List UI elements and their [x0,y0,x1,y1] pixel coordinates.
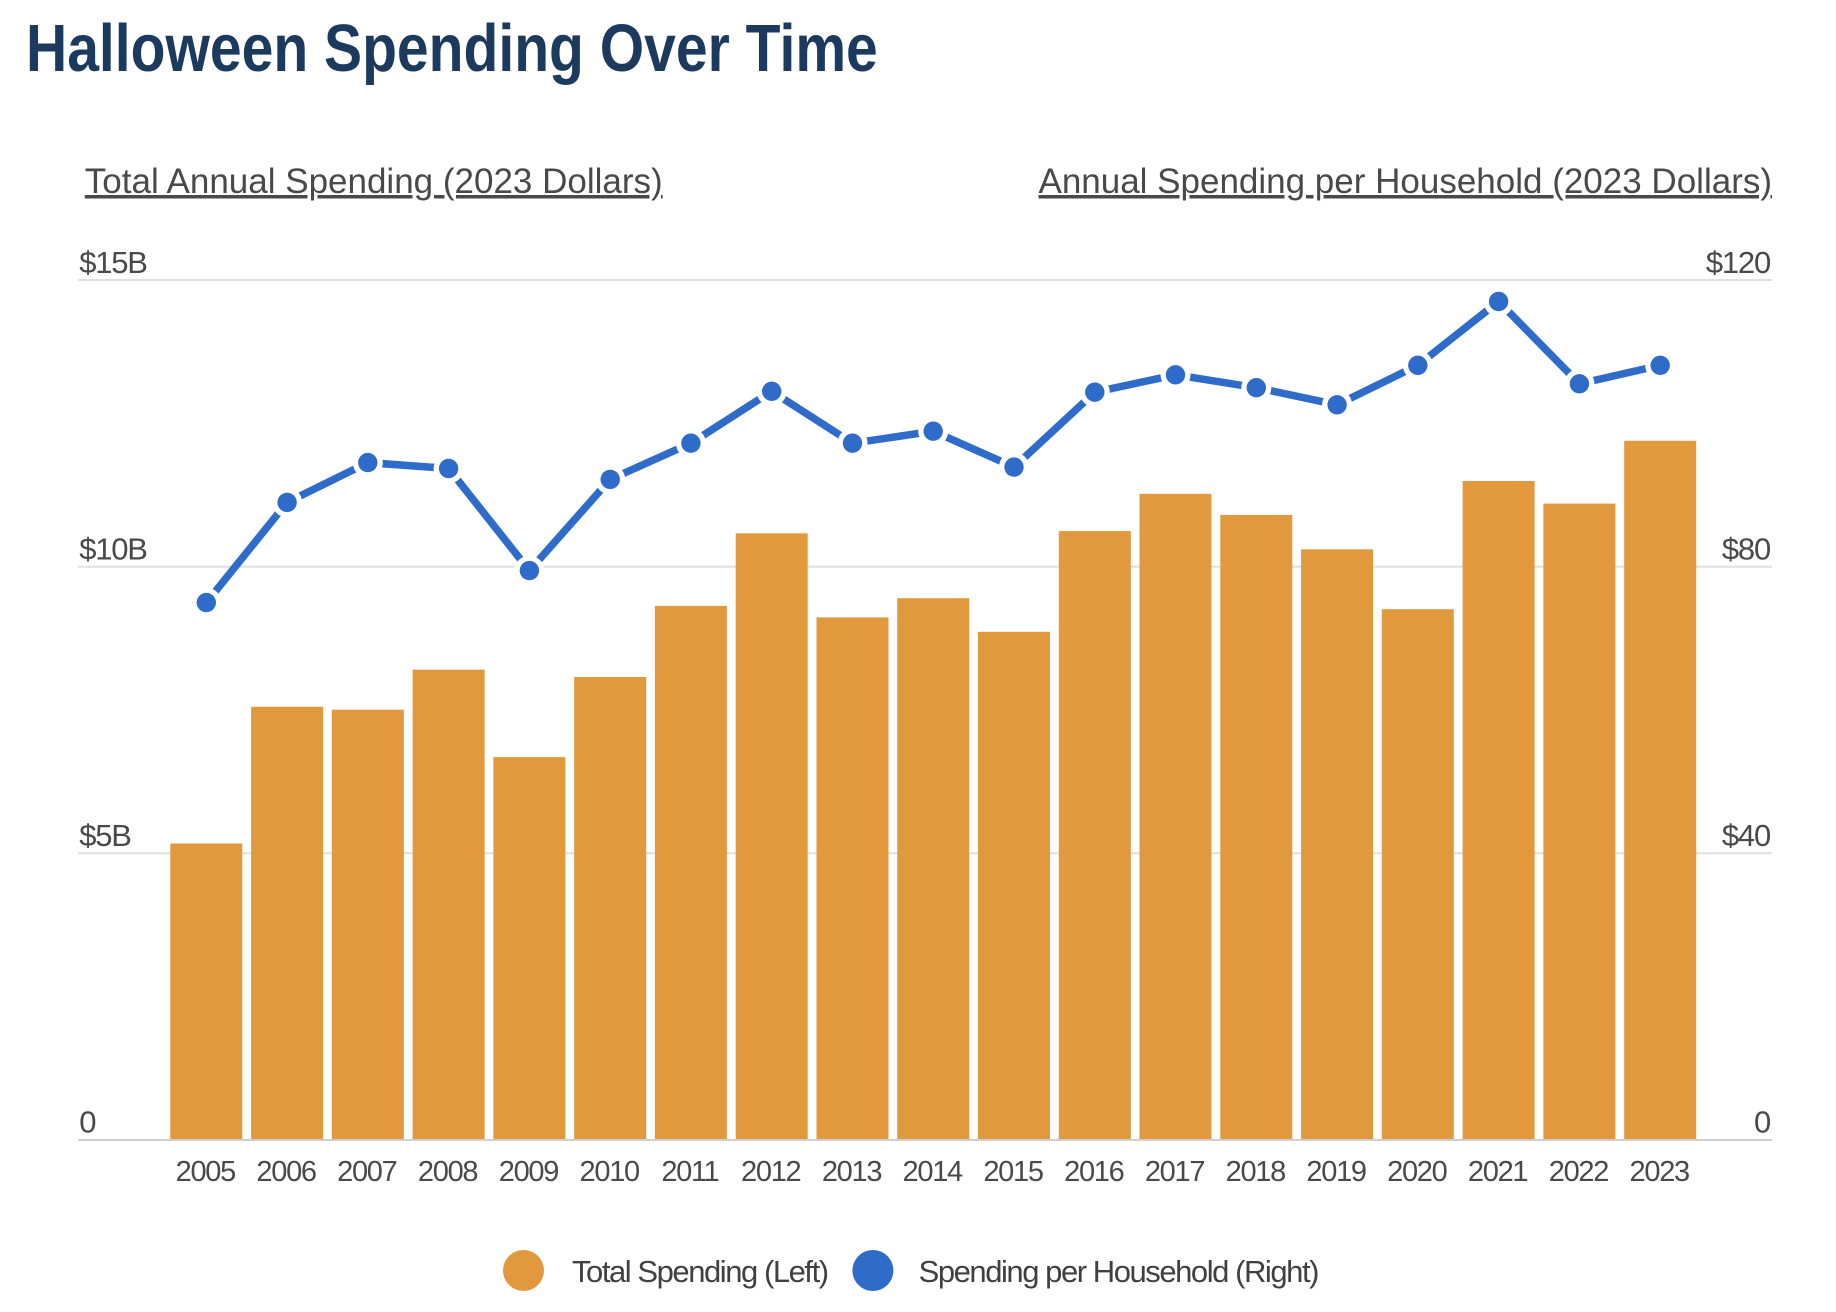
svg-text:2009: 2009 [499,1156,558,1188]
svg-text:Halloween Spending Over Time: Halloween Spending Over Time [26,12,878,86]
svg-text:2007: 2007 [337,1156,396,1188]
svg-text:2016: 2016 [1064,1156,1123,1188]
svg-text:Spending per Household (Right): Spending per Household (Right) [919,1254,1319,1289]
svg-text:2005: 2005 [176,1156,235,1188]
svg-text:Total Annual Spending (2023 Do: Total Annual Spending (2023 Dollars) [85,162,663,201]
svg-text:$15B: $15B [79,245,147,280]
svg-text:2019: 2019 [1306,1156,1365,1188]
svg-text:2018: 2018 [1226,1156,1285,1188]
svg-text:2022: 2022 [1549,1156,1608,1188]
svg-text:Total Spending (Left): Total Spending (Left) [572,1254,828,1289]
svg-text:$5B: $5B [79,818,131,853]
svg-text:2012: 2012 [741,1156,800,1188]
svg-text:$120: $120 [1706,245,1771,280]
svg-text:0: 0 [79,1105,96,1140]
svg-text:2017: 2017 [1145,1156,1204,1188]
svg-text:2011: 2011 [661,1156,718,1188]
svg-text:2015: 2015 [983,1156,1042,1188]
svg-text:0: 0 [1754,1105,1771,1140]
svg-text:Annual Spending per Household: Annual Spending per Household (2023 Doll… [1038,162,1772,201]
svg-text:2021: 2021 [1468,1156,1527,1188]
svg-text:2010: 2010 [580,1156,639,1188]
svg-text:2006: 2006 [256,1156,315,1188]
svg-text:2020: 2020 [1387,1156,1446,1188]
svg-text:2008: 2008 [418,1156,477,1188]
svg-text:2023: 2023 [1630,1156,1689,1188]
svg-text:$10B: $10B [79,532,147,567]
svg-text:2014: 2014 [903,1156,963,1188]
svg-text:2013: 2013 [822,1156,881,1188]
svg-text:$80: $80 [1722,532,1771,567]
svg-text:$40: $40 [1722,818,1771,853]
